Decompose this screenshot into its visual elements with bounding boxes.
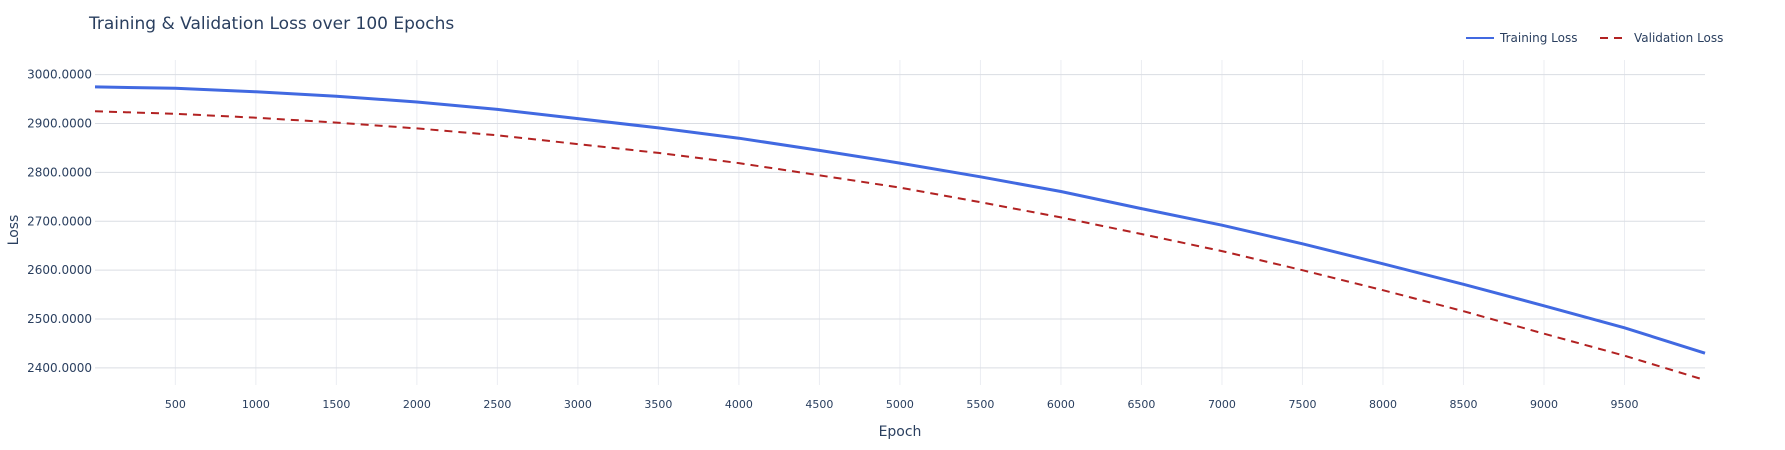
x-tick-label: 1000	[242, 398, 270, 411]
x-tick-label: 7500	[1288, 398, 1316, 411]
x-tick-label: 5000	[886, 398, 914, 411]
chart-title: Training & Validation Loss over 100 Epoc…	[88, 14, 454, 34]
x-tick-label: 2000	[403, 398, 431, 411]
x-tick-label: 1500	[322, 398, 350, 411]
x-tick-label: 9000	[1530, 398, 1558, 411]
x-tick-label: 3500	[644, 398, 672, 411]
x-tick-label: 4500	[805, 398, 833, 411]
y-tick-label: 2500.0000	[27, 312, 92, 326]
y-tick-label: 2700.0000	[27, 214, 92, 228]
series-line	[94, 110, 1706, 382]
y-tick-label: 2400.0000	[27, 361, 92, 375]
x-tick-label: 9500	[1610, 398, 1638, 411]
x-tick-label: 6000	[1047, 398, 1075, 411]
x-tick-label: 8000	[1369, 398, 1397, 411]
legend-label: Training Loss	[1499, 31, 1577, 45]
gridlines	[95, 60, 1705, 385]
x-tick-label: 5500	[966, 398, 994, 411]
plot-area	[94, 85, 1706, 382]
legend-label: Validation Loss	[1634, 31, 1723, 45]
x-tick-label: 2500	[483, 398, 511, 411]
y-axis-ticks: 2400.0000 2500.0000 2600.0000 2700.0000 2800…	[27, 68, 92, 375]
y-tick-label: 2600.0000	[27, 263, 92, 277]
x-tick-label: 7000	[1208, 398, 1236, 411]
y-tick-label: 2800.0000	[27, 165, 92, 179]
series-line	[94, 85, 1706, 355]
x-tick-label: 3000	[564, 398, 592, 411]
x-tick-label: 4000	[725, 398, 753, 411]
y-tick-label: 3000.0000	[27, 68, 92, 82]
y-axis-title: Loss	[6, 215, 22, 246]
y-tick-label: 2900.0000	[27, 117, 92, 131]
x-axis-title: Epoch	[879, 424, 922, 440]
x-tick-label: 8500	[1449, 398, 1477, 411]
x-tick-label: 6500	[1127, 398, 1155, 411]
x-tick-label: 500	[165, 398, 186, 411]
x-axis-ticks: 500 1000 1500 2000 2500 3000 3500 4000 4500 5000 5…	[165, 398, 1639, 411]
legend: Training Loss Validation Loss	[1466, 31, 1723, 45]
